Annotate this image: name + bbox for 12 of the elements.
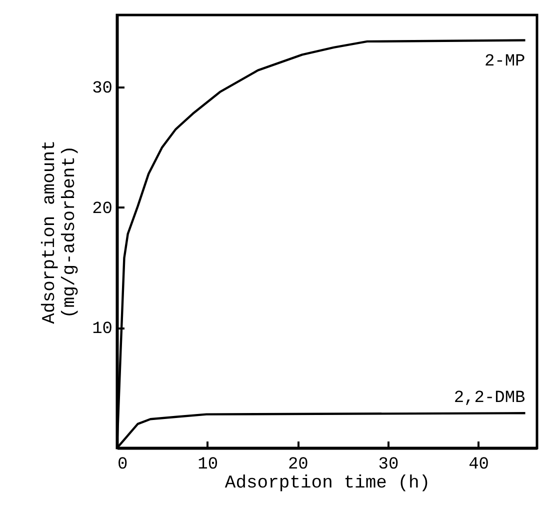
y-tick-label: 30 bbox=[92, 80, 112, 99]
series-label: 2-MP bbox=[484, 52, 526, 72]
y-tick-label: 10 bbox=[92, 320, 112, 340]
series-label: 2,2-DMB bbox=[454, 389, 526, 408]
x-tick-label: 10 bbox=[198, 456, 218, 474]
x-tick-label: 0 bbox=[118, 456, 128, 474]
x-tick-label: 40 bbox=[468, 456, 489, 474]
x-axis-title: Adsorption time (h) bbox=[224, 474, 430, 494]
x-tick-label: 30 bbox=[378, 456, 399, 474]
x-tick-label: 20 bbox=[288, 456, 308, 474]
y-axis-title: Adsorption amount (mg/g-adsorbent) bbox=[40, 140, 80, 324]
y-tick-label: 20 bbox=[92, 200, 112, 219]
